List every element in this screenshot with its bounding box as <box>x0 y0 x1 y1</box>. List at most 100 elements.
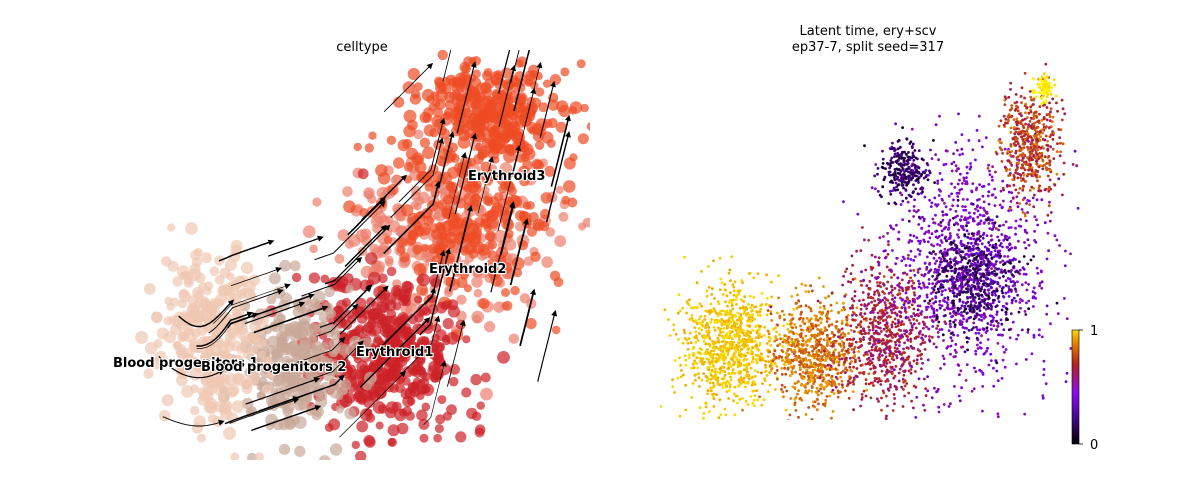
latent-point <box>907 301 911 305</box>
latent-point <box>876 276 880 279</box>
latent-point <box>906 297 910 301</box>
latent-point <box>904 286 908 290</box>
latent-point <box>769 364 772 367</box>
latent-point <box>944 288 947 292</box>
cell-point <box>499 131 512 144</box>
latent-point <box>881 310 885 314</box>
latent-point <box>679 363 682 367</box>
cell-point <box>237 275 249 287</box>
latent-point <box>744 385 747 389</box>
latent-point <box>881 389 885 393</box>
latent-point <box>893 286 897 290</box>
latent-point <box>704 326 708 330</box>
latent-point <box>1040 198 1044 202</box>
latent-point <box>973 366 976 370</box>
cell-point <box>401 204 414 217</box>
latent-point <box>890 365 894 369</box>
latent-point <box>839 390 842 394</box>
latent-point <box>931 290 935 294</box>
latent-point <box>739 376 743 380</box>
latent-point <box>969 165 973 169</box>
cell-point <box>530 251 541 262</box>
cell-point <box>434 98 446 110</box>
stream-arrowhead <box>530 87 537 95</box>
latent-point <box>1025 202 1028 205</box>
latent-point <box>943 300 947 303</box>
latent-point <box>1026 211 1029 214</box>
streamline <box>550 118 570 187</box>
latent-point <box>952 198 955 202</box>
streamline <box>454 136 476 215</box>
latent-point <box>830 309 833 313</box>
latent-point <box>1003 147 1007 151</box>
latent-point <box>1003 365 1007 369</box>
cell-point <box>377 367 390 381</box>
latent-point <box>914 370 917 373</box>
latent-point <box>954 164 958 168</box>
latent-point <box>1041 394 1045 397</box>
latent-point <box>827 294 830 298</box>
latent-point <box>722 376 726 379</box>
latent-point <box>1064 380 1068 383</box>
latent-point <box>855 367 859 370</box>
stream-arrowhead <box>514 17 520 24</box>
latent-point <box>1015 362 1018 366</box>
latent-point <box>673 359 677 362</box>
latent-point <box>809 284 812 288</box>
latent-point <box>923 348 927 351</box>
latent-point <box>867 349 871 353</box>
cell-point <box>246 372 260 386</box>
latent-point <box>912 281 915 285</box>
latent-point <box>840 319 844 323</box>
latent-point <box>735 358 739 362</box>
latent-point <box>842 301 845 305</box>
latent-point <box>906 338 910 342</box>
latent-point <box>953 186 957 189</box>
cell-point <box>416 385 427 395</box>
latent-point <box>840 327 844 331</box>
latent-point <box>660 405 662 408</box>
latent-point <box>695 281 699 285</box>
stream-arrowhead <box>551 309 558 317</box>
latent-point <box>743 308 746 311</box>
cell-point <box>386 266 397 277</box>
latent-point <box>950 182 953 186</box>
latent-point <box>916 348 920 352</box>
latent-point <box>797 305 801 309</box>
latent-point <box>787 335 791 339</box>
cell-point <box>178 364 187 374</box>
latent-point <box>793 348 796 352</box>
cell-point <box>179 330 188 340</box>
latent-point <box>910 303 914 307</box>
latent-point <box>894 122 897 126</box>
cell-point <box>426 95 435 104</box>
latent-point <box>745 313 748 317</box>
latent-point <box>871 357 875 361</box>
latent-point <box>695 362 698 365</box>
latent-point <box>1031 290 1035 294</box>
latent-point <box>918 253 921 256</box>
latent-point <box>942 163 946 167</box>
latent-point <box>968 215 972 219</box>
latent-point <box>848 344 852 348</box>
latent-point <box>759 325 762 328</box>
latent-point <box>897 292 901 296</box>
cell-point <box>229 289 243 303</box>
latent-point <box>976 328 979 331</box>
latent-point <box>1024 246 1028 250</box>
cell-point <box>469 182 482 196</box>
latent-point <box>925 308 928 312</box>
streamline <box>319 286 370 328</box>
latent-point <box>812 376 815 380</box>
latent-point <box>869 367 873 371</box>
latent-point <box>766 309 770 312</box>
latent-point <box>947 329 951 332</box>
latent-point <box>899 314 902 318</box>
latent-point <box>865 307 868 310</box>
latent-point <box>789 397 793 400</box>
latent-point <box>740 322 743 325</box>
latent-point <box>696 366 700 370</box>
latent-point <box>728 363 732 366</box>
latent-point <box>965 363 969 366</box>
latent-point <box>976 215 980 219</box>
